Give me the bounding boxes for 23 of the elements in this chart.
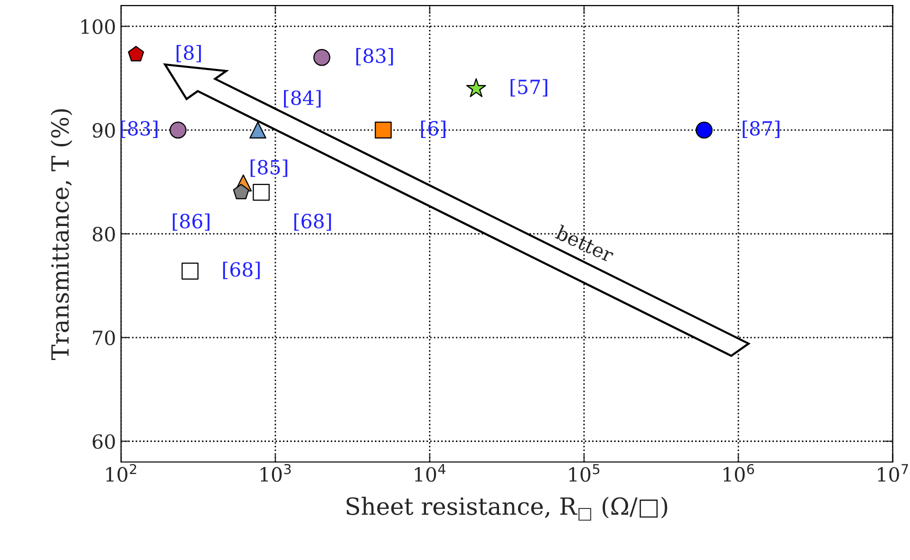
annotation: [57] [510, 79, 548, 97]
x-tick-label: 10$^{3}$ [260, 464, 291, 482]
annotation: [68] [294, 213, 331, 231]
annotation: [85] [250, 160, 288, 177]
annotation: [8] [176, 44, 201, 62]
y-tick-label: 80 [92, 226, 115, 242]
y-tick-label: 70 [93, 330, 115, 346]
x-tick-label: 10$^{4}$ [414, 464, 446, 482]
x-tick-label: 10$^{6}$ [724, 464, 754, 482]
annotation: [86] [172, 213, 210, 231]
x-tick-label: 10$^{2}$ [106, 464, 136, 482]
y-axis-title: Transmittance, T (%) [50, 109, 72, 360]
annotation: [6] [421, 120, 446, 138]
x-axis-title: Sheet resistance, R$_{□}$ (Ω/□) [346, 496, 668, 521]
annotation: [84] [284, 90, 321, 108]
annotation: [87] [742, 120, 780, 138]
annotation: [83] [356, 48, 393, 66]
y-tick-label: 100 [81, 19, 115, 34]
annotation: [68] [223, 262, 260, 280]
y-tick-label: 60 [92, 434, 115, 449]
x-tick-label: 10$^{5}$ [569, 464, 600, 482]
x-tick-label: 10$^{7}$ [878, 464, 908, 482]
y-tick-label: 90 [92, 123, 115, 138]
